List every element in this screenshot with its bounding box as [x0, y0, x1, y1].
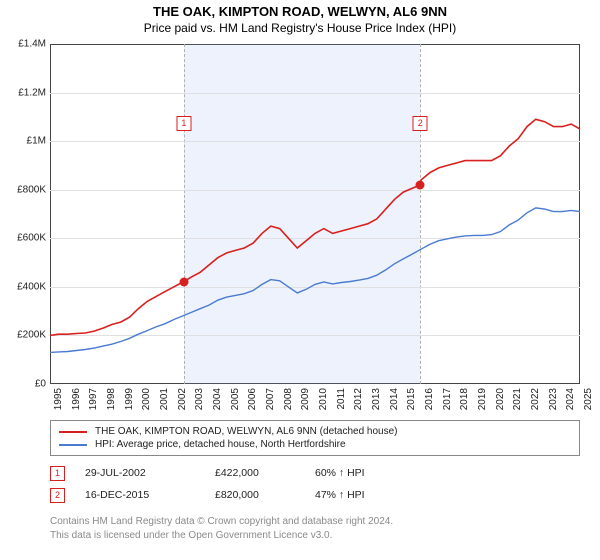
x-tick-label: 2013	[371, 388, 382, 418]
legend-item-property: THE OAK, KIMPTON ROAD, WELWYN, AL6 9NN (…	[59, 425, 571, 438]
legend-label-property: THE OAK, KIMPTON ROAD, WELWYN, AL6 9NN (…	[95, 426, 398, 437]
sale-badge-2: 2	[50, 488, 65, 503]
legend-box: THE OAK, KIMPTON ROAD, WELWYN, AL6 9NN (…	[50, 420, 580, 456]
y-tick-label: £1.4M	[0, 39, 46, 50]
x-tick-label: 1997	[88, 388, 99, 418]
legend-item-hpi: HPI: Average price, detached house, Nort…	[59, 438, 571, 451]
chart-subtitle: Price paid vs. HM Land Registry's House …	[0, 19, 600, 35]
x-tick-label: 2022	[530, 388, 541, 418]
sale-hpi-2: 47% ↑ HPI	[315, 489, 415, 501]
x-tick-label: 2016	[424, 388, 435, 418]
sale-row-2: 2 16-DEC-2015 £820,000 47% ↑ HPI	[50, 484, 415, 506]
x-tick-label: 2002	[177, 388, 188, 418]
sale-price-2: £820,000	[215, 489, 315, 501]
x-tick-label: 2005	[230, 388, 241, 418]
sale-badge-1: 1	[50, 466, 65, 481]
sale-badge-on-chart-2: 2	[413, 116, 428, 131]
line-series-svg	[50, 44, 580, 384]
x-tick-label: 2004	[212, 388, 223, 418]
x-tick-label: 2000	[141, 388, 152, 418]
sale-date-2: 16-DEC-2015	[85, 489, 215, 501]
plot-area: £0£200K£400K£600K£800K£1M£1.2M£1.4M 1995…	[50, 44, 580, 384]
x-tick-label: 1995	[53, 388, 64, 418]
chart-container: THE OAK, KIMPTON ROAD, WELWYN, AL6 9NN P…	[0, 0, 600, 560]
x-tick-label: 2001	[159, 388, 170, 418]
y-tick-label: £200K	[0, 330, 46, 341]
x-tick-label: 2006	[247, 388, 258, 418]
sale-price-1: £422,000	[215, 467, 315, 479]
x-tick-label: 2024	[565, 388, 576, 418]
legend-label-hpi: HPI: Average price, detached house, Nort…	[95, 439, 346, 450]
x-tick-label: 2011	[336, 388, 347, 418]
footer-line-1: Contains HM Land Registry data © Crown c…	[50, 515, 393, 529]
sale-hpi-1: 60% ↑ HPI	[315, 467, 415, 479]
x-tick-label: 2021	[512, 388, 523, 418]
sale-point-1	[179, 277, 188, 286]
x-tick-label: 2009	[300, 388, 311, 418]
x-tick-label: 2008	[283, 388, 294, 418]
x-tick-label: 2025	[583, 388, 594, 418]
x-tick-label: 1996	[71, 388, 82, 418]
sale-row-1: 1 29-JUL-2002 £422,000 60% ↑ HPI	[50, 462, 415, 484]
legend-swatch-property	[59, 431, 87, 433]
x-tick-label: 2010	[318, 388, 329, 418]
footer-attribution: Contains HM Land Registry data © Crown c…	[50, 515, 393, 542]
x-tick-label: 1999	[124, 388, 135, 418]
y-tick-label: £800K	[0, 184, 46, 195]
x-tick-label: 2020	[495, 388, 506, 418]
x-tick-label: 2003	[194, 388, 205, 418]
chart-title: THE OAK, KIMPTON ROAD, WELWYN, AL6 9NN	[0, 0, 600, 19]
x-tick-label: 1998	[106, 388, 117, 418]
legend-swatch-hpi	[59, 444, 87, 446]
y-tick-label: £1M	[0, 136, 46, 147]
x-tick-label: 2017	[442, 388, 453, 418]
sales-table: 1 29-JUL-2002 £422,000 60% ↑ HPI 2 16-DE…	[50, 462, 415, 506]
x-tick-label: 2023	[548, 388, 559, 418]
footer-line-2: This data is licensed under the Open Gov…	[50, 529, 393, 543]
x-tick-label: 2019	[477, 388, 488, 418]
y-tick-label: £600K	[0, 233, 46, 244]
x-tick-label: 2014	[389, 388, 400, 418]
x-tick-label: 2012	[353, 388, 364, 418]
x-tick-label: 2015	[406, 388, 417, 418]
series-property	[50, 119, 580, 335]
series-hpi	[50, 208, 580, 353]
sale-point-2	[416, 180, 425, 189]
y-tick-label: £0	[0, 379, 46, 390]
x-tick-label: 2018	[459, 388, 470, 418]
sale-date-1: 29-JUL-2002	[85, 467, 215, 479]
x-tick-label: 2007	[265, 388, 276, 418]
y-tick-label: £400K	[0, 281, 46, 292]
y-tick-label: £1.2M	[0, 87, 46, 98]
sale-badge-on-chart-1: 1	[176, 116, 191, 131]
